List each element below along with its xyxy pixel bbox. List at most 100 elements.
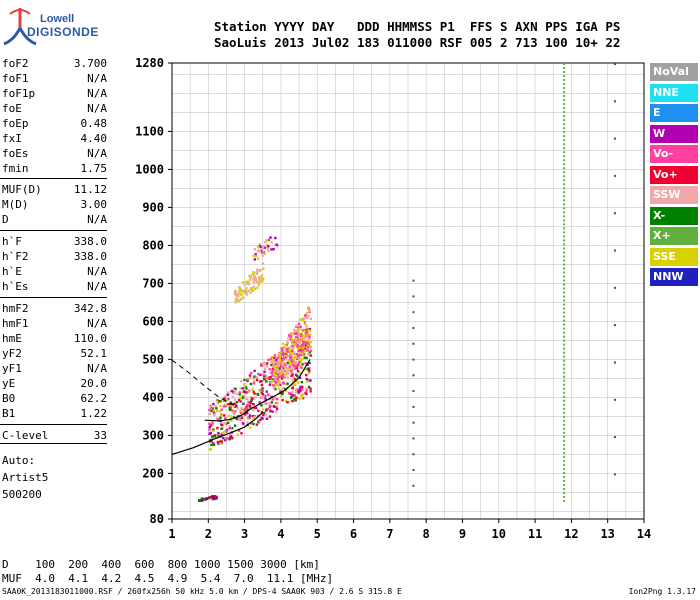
param-row: foF1p N/A — [0, 86, 168, 101]
interference-point — [563, 151, 566, 154]
echo-point — [238, 299, 241, 302]
echo-point — [265, 365, 269, 368]
echo-point — [253, 287, 257, 291]
echo-point — [293, 394, 297, 397]
echo-point — [242, 390, 246, 393]
echo-point — [308, 309, 311, 313]
echo-point — [243, 283, 247, 286]
echo-point — [307, 306, 310, 309]
echo-point — [262, 267, 265, 270]
echo-point — [211, 495, 214, 498]
echo-point — [292, 361, 296, 364]
echo-point — [299, 361, 303, 364]
echo-point — [289, 332, 293, 336]
echo-point — [212, 409, 215, 412]
echo-point — [308, 329, 311, 332]
param-row: foF2 3.700 — [0, 56, 168, 71]
x-tick-label: 6 — [350, 527, 357, 541]
echo-point — [307, 367, 311, 370]
echo-point — [306, 343, 310, 347]
echo-point — [277, 371, 280, 375]
echo-point — [283, 352, 286, 356]
echo-point — [225, 428, 229, 432]
echo-point — [252, 390, 255, 394]
echo-point — [303, 336, 307, 339]
x-tick-label: 8 — [423, 527, 430, 541]
echo-point — [256, 286, 259, 289]
param-row: foEp 0.48 — [0, 116, 168, 131]
echo-point — [289, 355, 292, 359]
echo-point — [309, 317, 313, 321]
echo-point — [209, 424, 213, 427]
echo-point — [296, 370, 300, 373]
echo-point — [251, 409, 255, 412]
echo-point — [259, 380, 262, 383]
echo-point — [256, 378, 259, 382]
echo-point — [282, 370, 285, 373]
echo-point — [265, 417, 269, 420]
interference-point — [563, 223, 566, 226]
x-tick-label: 14 — [637, 527, 651, 541]
echo-point — [290, 396, 293, 399]
echo-point — [295, 324, 298, 328]
echo-point — [304, 346, 308, 350]
echo-point — [235, 417, 238, 420]
interference-point — [412, 453, 415, 456]
echo-point — [302, 318, 305, 322]
echo-point — [309, 379, 312, 382]
param-value: N/A — [87, 280, 107, 293]
echo-point — [210, 406, 213, 410]
param-name: h`Es — [2, 280, 29, 293]
interference-point — [563, 403, 566, 406]
param-name: foF1p — [2, 87, 36, 100]
param-row: M(D) 3.00 — [0, 197, 168, 212]
echo-point — [262, 413, 265, 417]
echo-point — [291, 356, 294, 360]
interference-point — [412, 358, 415, 361]
echo-point — [291, 372, 294, 375]
echo-point — [259, 373, 262, 377]
echo-point — [273, 365, 276, 369]
echo-point — [242, 402, 245, 406]
echo-point — [258, 277, 261, 281]
echo-point — [262, 379, 266, 382]
interference-point — [563, 135, 566, 138]
echo-point — [230, 426, 234, 430]
interference-point — [563, 71, 566, 74]
echo-point — [215, 407, 218, 410]
interference-point — [563, 87, 566, 90]
dashed-curve — [171, 359, 234, 406]
interference-point — [563, 115, 566, 118]
echo-point — [293, 378, 297, 381]
echo-point — [272, 247, 275, 251]
y-tick-label: 300 — [142, 428, 164, 442]
param-row: fmin 1.75 — [0, 161, 168, 176]
echo-point — [267, 249, 270, 253]
echo-point — [223, 422, 226, 425]
muf-table: D 100 200 400 600 800 1000 1500 3000 [km… — [2, 558, 333, 586]
echo-point — [246, 408, 249, 411]
param-value: N/A — [87, 213, 107, 226]
echo-point — [264, 413, 268, 416]
echo-point — [248, 405, 252, 408]
echo-point — [308, 369, 311, 373]
echo-point — [274, 379, 277, 382]
echo-point — [233, 424, 237, 427]
echo-point — [234, 289, 237, 292]
echo-point — [216, 401, 220, 405]
echo-point — [240, 407, 243, 410]
echo-point — [261, 393, 265, 396]
param-name: D — [2, 213, 9, 226]
echo-point — [306, 363, 309, 366]
echo-point — [253, 406, 257, 410]
echo-point — [290, 341, 294, 344]
echo-point — [237, 289, 241, 293]
param-value: 11.12 — [73, 183, 107, 196]
echo-point — [291, 377, 295, 381]
echo-point — [269, 375, 272, 379]
echo-point — [279, 390, 282, 393]
interference-point — [563, 63, 566, 65]
echo-point — [268, 383, 272, 387]
echo-point — [297, 344, 300, 348]
param-row: foE N/A — [0, 101, 168, 116]
